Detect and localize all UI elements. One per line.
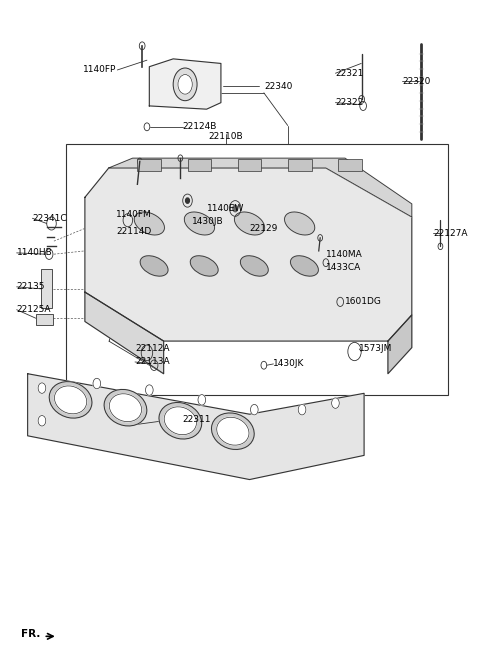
Text: FR.: FR. [22, 628, 41, 639]
Ellipse shape [134, 212, 165, 235]
Text: 1140MA: 1140MA [326, 250, 363, 258]
Text: 22135: 22135 [17, 282, 45, 291]
Ellipse shape [184, 212, 215, 235]
Polygon shape [109, 158, 412, 217]
Bar [188, 159, 211, 171]
Circle shape [186, 198, 190, 203]
Text: 1433CA: 1433CA [326, 263, 361, 272]
Circle shape [298, 405, 306, 415]
Text: 22127A: 22127A [433, 229, 468, 237]
Polygon shape [149, 59, 221, 109]
Circle shape [173, 68, 197, 100]
Ellipse shape [159, 403, 202, 439]
Ellipse shape [109, 394, 142, 422]
Text: 1573JM: 1573JM [360, 344, 393, 354]
Text: 22320: 22320 [402, 77, 431, 85]
Polygon shape [85, 168, 412, 341]
Ellipse shape [49, 382, 92, 418]
Circle shape [332, 398, 339, 408]
Text: 22124B: 22124B [183, 122, 217, 131]
Text: 22114D: 22114D [116, 227, 151, 236]
Text: 22311: 22311 [183, 415, 211, 424]
Bar [137, 159, 161, 171]
Polygon shape [28, 374, 364, 480]
Polygon shape [85, 292, 164, 374]
Circle shape [233, 205, 238, 212]
Circle shape [145, 385, 153, 396]
Text: 1430JB: 1430JB [192, 217, 224, 226]
Circle shape [178, 75, 192, 94]
Bar [41, 269, 52, 308]
Text: 1140HB: 1140HB [17, 249, 52, 257]
Text: 22341C: 22341C [33, 214, 67, 223]
Ellipse shape [290, 256, 318, 276]
Text: 1601DG: 1601DG [345, 297, 382, 306]
Ellipse shape [104, 390, 147, 426]
Circle shape [93, 379, 101, 389]
Text: 22321: 22321 [336, 69, 364, 78]
Ellipse shape [54, 386, 87, 414]
Polygon shape [388, 315, 412, 374]
Text: 22113A: 22113A [135, 358, 169, 367]
Text: 22112A: 22112A [135, 344, 169, 354]
Bar [238, 159, 262, 171]
Ellipse shape [140, 256, 168, 276]
Circle shape [38, 415, 46, 426]
Text: 22129: 22129 [250, 224, 278, 233]
Ellipse shape [285, 212, 315, 235]
Text: 1140FM: 1140FM [116, 211, 152, 220]
Text: 1430JK: 1430JK [274, 359, 305, 369]
Circle shape [251, 405, 258, 415]
Ellipse shape [216, 417, 249, 445]
Text: 22110B: 22110B [208, 132, 243, 141]
Text: 1140FP: 1140FP [83, 66, 116, 75]
Circle shape [198, 395, 205, 405]
Bar [338, 159, 362, 171]
Ellipse shape [190, 256, 218, 276]
Text: 22125A: 22125A [17, 305, 51, 314]
Ellipse shape [234, 212, 264, 235]
Text: 22340: 22340 [264, 82, 292, 91]
Circle shape [38, 383, 46, 394]
Ellipse shape [240, 256, 268, 276]
Text: 22322: 22322 [336, 98, 364, 107]
Bar [36, 314, 53, 325]
Ellipse shape [164, 407, 196, 435]
Bar [288, 159, 312, 171]
Text: 1140EW: 1140EW [206, 204, 244, 213]
Bar [66, 144, 447, 395]
Ellipse shape [212, 413, 254, 449]
